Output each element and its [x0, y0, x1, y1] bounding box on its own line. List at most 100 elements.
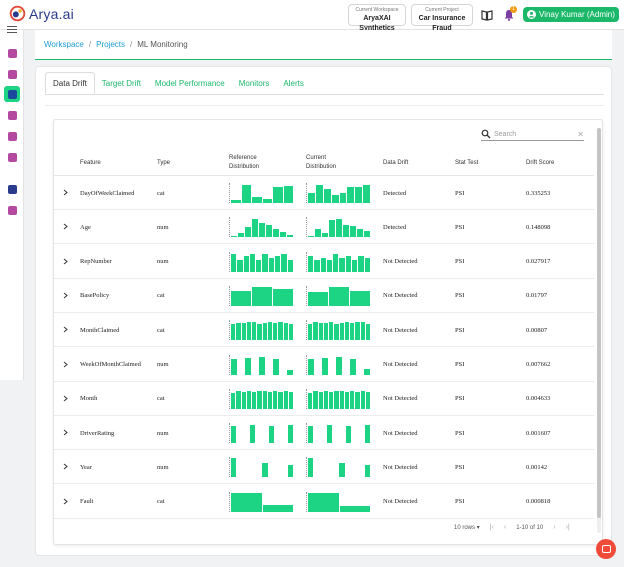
stat-test: PSI [455, 292, 465, 300]
expand-row-icon[interactable] [63, 258, 68, 265]
table-row[interactable]: Year num Not Detected PSI 0.00142 [54, 450, 594, 485]
histogram-bar [241, 185, 251, 203]
data-drift-status: Not Detected [383, 361, 418, 368]
tab-model-performance[interactable]: Model Performance [154, 78, 225, 88]
table-row[interactable]: Month cat Not Detected PSI 0.004633 [54, 382, 594, 416]
histogram-bar [287, 235, 293, 238]
project-selector[interactable]: Current Project Car Insurance Fraud [411, 4, 473, 32]
sidebar-item-cases[interactable] [4, 149, 20, 165]
table-row[interactable]: MonthClaimed cat Not Detected PSI 0.00807 [54, 313, 594, 348]
sidebar-item-explain[interactable] [4, 128, 20, 144]
section-divider [45, 105, 604, 106]
table-row[interactable]: Fault cat Not Detected PSI 0.000818 [54, 485, 594, 519]
expand-row-icon[interactable] [63, 463, 68, 470]
expand-row-icon[interactable] [63, 326, 68, 333]
sidebar-item-dashboard[interactable] [4, 181, 20, 197]
sidebar-item-models[interactable] [4, 107, 20, 123]
histogram-bar [313, 390, 318, 409]
histogram-bar [249, 253, 256, 272]
app-logo[interactable]: Arya.ai [9, 5, 74, 22]
tab-monitors[interactable]: Monitors [238, 78, 270, 88]
table-row[interactable]: RepNumber num Not Detected PSI 0.027917 [54, 245, 594, 279]
chat-support-button[interactable] [596, 539, 616, 559]
breadcrumb-workspace[interactable]: Workspace [44, 40, 84, 49]
feature-type: cat [157, 326, 165, 334]
vertical-scrollbar[interactable] [597, 128, 601, 533]
table-row[interactable]: DayOfWeekClaimed cat Detected PSI 0.335253 [54, 176, 594, 210]
next-page-icon[interactable]: › [553, 524, 556, 531]
col-reference-distribution[interactable]: Reference Distribution [229, 155, 260, 170]
table-row[interactable]: WeekOfMonthClaimed num Not Detected PSI 0.00… [54, 348, 594, 382]
col-feature[interactable]: Feature [80, 159, 101, 166]
table-row[interactable]: DriverRating num Not Detected PSI 0.001607 [54, 416, 594, 451]
histogram-bar [339, 390, 344, 409]
col-current-distribution[interactable]: Current Distribution [306, 155, 337, 170]
histogram-bar [231, 392, 236, 409]
histogram-bar [283, 186, 293, 203]
search-input[interactable]: Search [494, 130, 517, 138]
histogram-bar [257, 324, 262, 341]
drift-score: 0.027917 [526, 258, 551, 266]
expand-row-icon[interactable] [63, 223, 68, 230]
expand-row-icon[interactable] [63, 395, 68, 402]
tab-data-drift[interactable]: Data Drift [45, 72, 95, 94]
col-data-drift[interactable]: Data Drift [383, 159, 409, 166]
notifications-button[interactable]: 1 [503, 6, 517, 23]
sidebar-item-reports[interactable] [4, 66, 20, 82]
feature-name: RepNumber [80, 258, 112, 266]
drift-score: 0.00807 [526, 326, 548, 334]
grid-icon [7, 184, 17, 194]
logo-text: Arya.ai [29, 5, 74, 22]
histogram-bar [318, 391, 323, 409]
data-drift-status: Not Detected [383, 429, 418, 437]
histogram-bar [243, 255, 249, 272]
tab-alerts[interactable]: Alerts [283, 78, 304, 88]
histogram-bar [350, 390, 355, 409]
histogram-bar [364, 231, 370, 238]
last-page-icon[interactable]: ›| [565, 524, 570, 531]
col-type[interactable]: Type [157, 159, 171, 166]
table-header: Feature Type Reference Distribution Curr… [54, 150, 594, 176]
expand-row-icon[interactable] [63, 498, 68, 505]
histogram-bar [249, 425, 256, 444]
histogram-bar [357, 229, 363, 238]
feature-name: WeekOfMonthClaimed [80, 361, 141, 368]
histogram-bar [231, 458, 237, 478]
table-row[interactable]: Age num Detected PSI 0.148098 [54, 210, 594, 245]
expand-row-icon[interactable] [63, 189, 68, 196]
reference-distribution-chart [229, 491, 293, 512]
user-menu-button[interactable]: Vinay Kumar (Admin) [523, 7, 619, 22]
table-row[interactable]: BasePolicy cat Not Detected PSI 0.01797 [54, 279, 594, 313]
hamburger-menu-icon[interactable] [7, 26, 17, 34]
stat-test: PSI [455, 395, 465, 403]
sidebar-item-monitoring[interactable] [4, 86, 20, 102]
rows-per-page-select[interactable]: 10 rows ▾ [454, 524, 480, 531]
scrollbar-thumb[interactable] [597, 128, 601, 518]
histogram-bar [329, 391, 334, 409]
col-stat-test[interactable]: Stat Test [455, 159, 479, 166]
histogram-bar [345, 255, 352, 272]
col-drift-score[interactable]: Drift Score [526, 159, 555, 166]
chevron-down-icon: ▾ [476, 525, 480, 531]
histogram-bar [236, 323, 241, 341]
tab-target-drift[interactable]: Target Drift [101, 78, 141, 88]
workspace-selector[interactable]: Current Workspace AryaXAI Synthetics [348, 4, 406, 32]
stat-test: PSI [455, 463, 465, 471]
sidebar-item-settings[interactable] [4, 202, 20, 218]
drift-score: 0.00142 [526, 463, 548, 471]
book-icon[interactable] [480, 8, 494, 22]
expand-row-icon[interactable] [63, 292, 68, 299]
breadcrumb-projects[interactable]: Projects [96, 40, 126, 49]
clear-search-icon[interactable]: ✕ [577, 129, 584, 139]
document-icon [7, 69, 17, 79]
expand-row-icon[interactable] [63, 429, 68, 436]
histogram-bar [275, 255, 281, 272]
first-page-icon[interactable]: |‹ [489, 524, 494, 531]
search-field[interactable]: Search ✕ [481, 128, 584, 141]
feature-name: Age [80, 223, 91, 231]
expand-row-icon[interactable] [63, 361, 68, 368]
histogram-bar [231, 324, 236, 341]
prev-page-icon[interactable]: ‹ [503, 524, 507, 531]
current-distribution-chart [306, 354, 370, 375]
sidebar-item-data[interactable] [4, 45, 20, 61]
